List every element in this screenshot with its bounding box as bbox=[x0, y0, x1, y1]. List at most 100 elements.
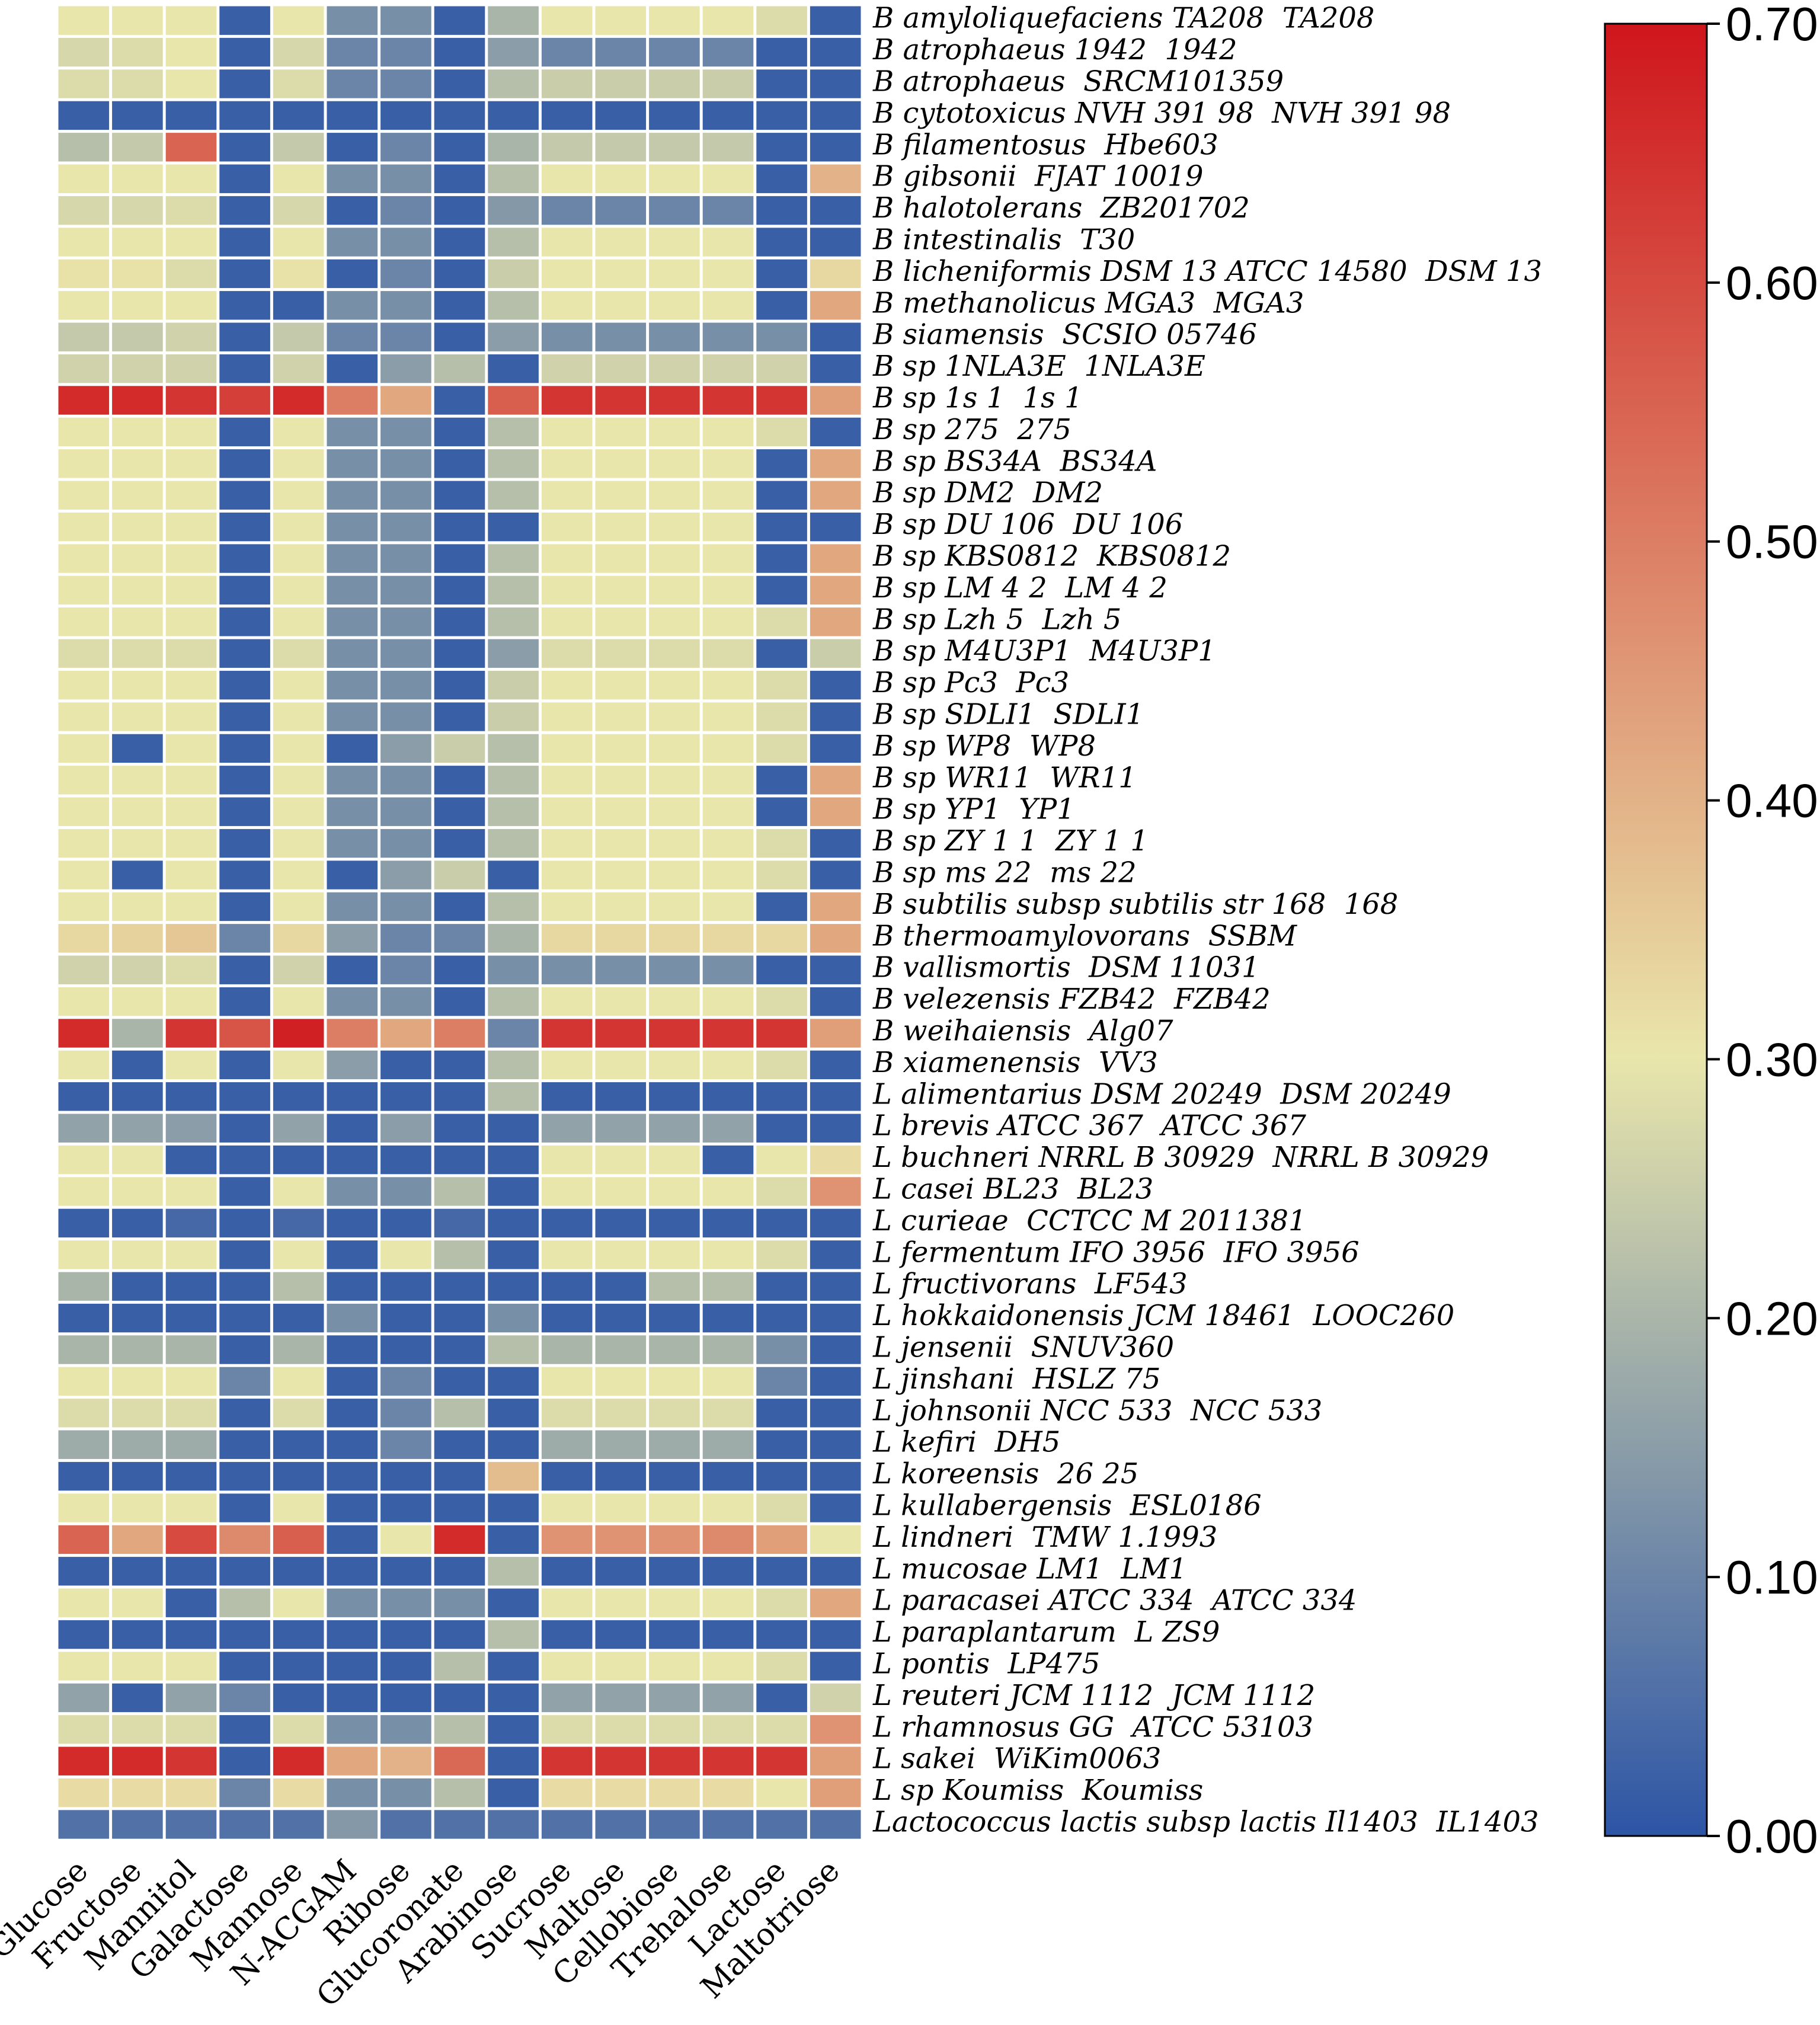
heatmap-cell bbox=[434, 1652, 485, 1681]
heatmap-cell bbox=[434, 481, 485, 510]
heatmap-cell bbox=[380, 101, 431, 130]
heatmap-cell bbox=[327, 544, 378, 573]
heatmap-cell bbox=[434, 544, 485, 573]
heatmap-cell bbox=[756, 860, 807, 890]
heatmap-cell bbox=[702, 133, 754, 162]
heatmap-cell bbox=[112, 1493, 163, 1522]
heatmap-cell bbox=[541, 1715, 593, 1744]
heatmap-cell bbox=[434, 1272, 485, 1301]
heatmap-cell bbox=[810, 828, 861, 858]
heatmap-cell bbox=[541, 1810, 593, 1839]
heatmap-cell bbox=[756, 1208, 807, 1238]
heatmap-cell bbox=[273, 639, 324, 668]
heatmap-cell bbox=[756, 1810, 807, 1839]
heatmap-cell bbox=[112, 702, 163, 731]
heatmap-cell bbox=[756, 955, 807, 984]
heatmap-cell bbox=[702, 1778, 754, 1808]
row-label: B sp 1s 1 1s 1 bbox=[872, 382, 1083, 415]
heatmap-cell bbox=[273, 1588, 324, 1617]
heatmap-cell bbox=[112, 1620, 163, 1649]
heatmap-cell bbox=[810, 1557, 861, 1586]
row-label: B sp WR11 WR11 bbox=[872, 761, 1137, 794]
heatmap-cell bbox=[165, 1303, 217, 1333]
heatmap-cell bbox=[219, 37, 270, 67]
heatmap-cell bbox=[165, 1715, 217, 1744]
heatmap-cell bbox=[541, 1557, 593, 1586]
heatmap-cell bbox=[649, 164, 700, 193]
heatmap-cell bbox=[219, 1525, 270, 1554]
heatmap-cell bbox=[219, 987, 270, 1016]
heatmap-cell bbox=[219, 670, 270, 700]
heatmap-cell bbox=[112, 734, 163, 763]
heatmap-cell bbox=[58, 1114, 110, 1143]
heatmap-cell bbox=[380, 1240, 431, 1269]
heatmap-cell bbox=[380, 1208, 431, 1238]
heatmap-cell bbox=[219, 1240, 270, 1269]
heatmap-cell bbox=[541, 259, 593, 289]
heatmap-cell bbox=[165, 1588, 217, 1617]
heatmap-cell bbox=[595, 1303, 647, 1333]
heatmap-cell bbox=[488, 1335, 539, 1364]
heatmap-cell bbox=[595, 1050, 647, 1080]
heatmap-cell bbox=[595, 639, 647, 668]
heatmap-cell bbox=[165, 1683, 217, 1713]
heatmap-cell bbox=[488, 924, 539, 953]
heatmap-cell bbox=[702, 291, 754, 320]
heatmap-cell bbox=[58, 1019, 110, 1048]
heatmap-cell bbox=[756, 354, 807, 383]
heatmap-cell bbox=[595, 1557, 647, 1586]
heatmap-cell bbox=[219, 1114, 270, 1143]
heatmap-cell bbox=[810, 164, 861, 193]
row-label: L paracasei ATCC 334 ATCC 334 bbox=[872, 1584, 1357, 1617]
row-label: B thermoamylovorans SSBM bbox=[872, 919, 1298, 952]
heatmap-cell bbox=[810, 512, 861, 542]
heatmap-cell bbox=[112, 1683, 163, 1713]
heatmap-cell bbox=[273, 860, 324, 890]
heatmap-cell bbox=[488, 1272, 539, 1301]
heatmap-cell bbox=[219, 1810, 270, 1839]
heatmap-cell bbox=[219, 1303, 270, 1333]
heatmap-cell bbox=[649, 1272, 700, 1301]
row-label: B sp KBS0812 KBS0812 bbox=[872, 540, 1231, 573]
row-label: B amyloliquefaciens TA208 TA208 bbox=[872, 2, 1374, 35]
heatmap-cell bbox=[702, 1335, 754, 1364]
heatmap-cell bbox=[541, 1778, 593, 1808]
colorbar-tick-label: 0.10 bbox=[1726, 1551, 1818, 1604]
heatmap-cell bbox=[649, 291, 700, 320]
heatmap-cell bbox=[649, 1145, 700, 1175]
heatmap-cell bbox=[702, 1019, 754, 1048]
heatmap-cell bbox=[649, 1367, 700, 1396]
heatmap-cell bbox=[541, 575, 593, 605]
heatmap-cell bbox=[595, 766, 647, 795]
heatmap-cell bbox=[488, 1050, 539, 1080]
heatmap-cell bbox=[112, 354, 163, 383]
heatmap-cell bbox=[273, 1620, 324, 1649]
heatmap-cell bbox=[541, 1620, 593, 1649]
heatmap-cell bbox=[702, 1272, 754, 1301]
heatmap-cell bbox=[165, 1746, 217, 1776]
heatmap-cell bbox=[327, 1715, 378, 1744]
heatmap-cell bbox=[649, 386, 700, 415]
heatmap-cell bbox=[541, 1493, 593, 1522]
heatmap-cell bbox=[165, 797, 217, 826]
heatmap-cell bbox=[219, 1715, 270, 1744]
heatmap-cell bbox=[541, 1525, 593, 1554]
heatmap-cell bbox=[649, 6, 700, 35]
heatmap-cell bbox=[165, 101, 217, 130]
row-label: B methanolicus MGA3 MGA3 bbox=[872, 286, 1304, 319]
heatmap-cell bbox=[702, 481, 754, 510]
colorbar-tick-label: 0.70 bbox=[1726, 0, 1818, 50]
heatmap-cell bbox=[488, 955, 539, 984]
heatmap-cell bbox=[165, 1461, 217, 1491]
heatmap-cell bbox=[219, 892, 270, 922]
heatmap-cell bbox=[165, 1145, 217, 1175]
heatmap-cell bbox=[541, 101, 593, 130]
heatmap-cell bbox=[380, 607, 431, 636]
heatmap-cell bbox=[541, 924, 593, 953]
heatmap-cell bbox=[434, 1461, 485, 1491]
heatmap-cell bbox=[380, 1399, 431, 1428]
heatmap-cell bbox=[649, 1177, 700, 1206]
heatmap-cell bbox=[58, 607, 110, 636]
heatmap-cell bbox=[434, 702, 485, 731]
heatmap-cell bbox=[756, 1114, 807, 1143]
